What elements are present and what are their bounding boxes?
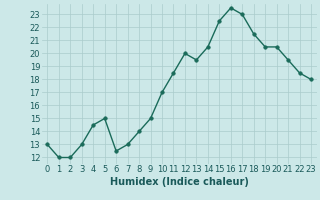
X-axis label: Humidex (Indice chaleur): Humidex (Indice chaleur) [110,177,249,187]
